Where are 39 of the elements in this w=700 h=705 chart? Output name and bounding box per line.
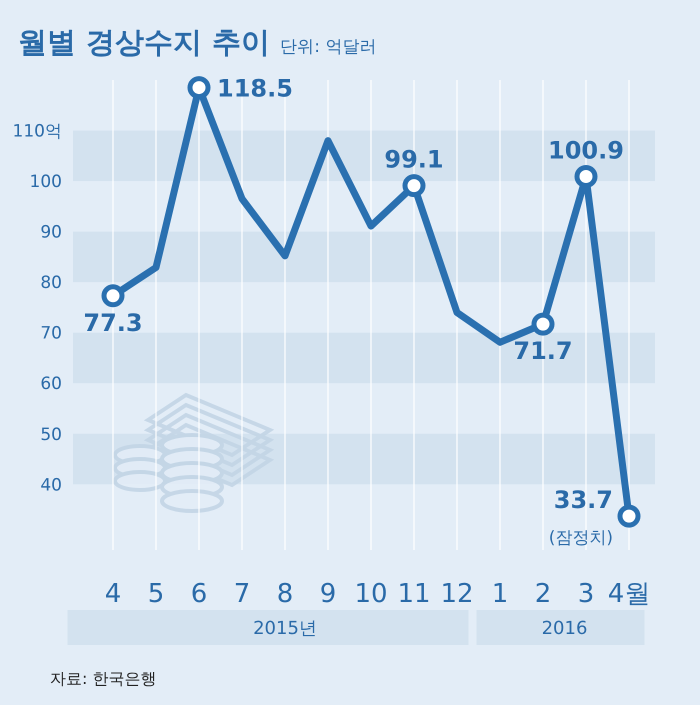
point [532,312,554,336]
point [402,174,426,198]
x-tick-label: 7 [234,579,250,609]
y-tick-label: 100 [30,172,62,192]
text: 자료: 한국은행 [50,669,156,688]
y-tick-label: 40 [40,475,62,496]
y-tick-label: 50 [40,424,62,445]
x-tick-label: 4월 [608,579,650,609]
chart-title: 월별 경상수지 추이 [18,25,270,59]
data-label: 99.1 [384,146,444,174]
x-tick-label: 9 [320,579,336,609]
annotation: (잠정치) [548,528,613,548]
x-tick-label: 5 [148,579,164,609]
y-tick-label: 80 [40,273,62,294]
data-label: 33.7 [554,486,613,514]
x-tick-label: 6 [190,579,208,609]
x-tick-label: 4 [104,579,122,609]
data-label: 100.9 [548,136,624,165]
x-tick-label: 10 [354,579,388,609]
point [102,284,124,308]
point [618,504,640,528]
point [574,165,598,188]
y-tick-label: 60 [40,374,62,394]
x-tick-label: 12 [440,579,474,609]
data-label: 118.5 [217,74,293,103]
text: 2015년 [253,618,317,639]
text: 2016 [542,618,588,639]
point [188,76,210,100]
x-tick-label: 1 [492,579,508,609]
y-tick-label: 70 [40,324,62,344]
data-label: 77.3 [83,308,143,337]
x-tick-label: 3 [578,579,594,609]
x-tick-label: 8 [276,579,294,609]
y-tick-label: 90 [40,222,62,243]
x-tick-label: 2 [534,579,552,609]
y-tick-label: 110억 [12,122,62,142]
chart-subtitle: 단위: 억달러 [280,37,376,57]
x-tick-label: 11 [397,579,431,609]
data-label: 71.7 [513,337,573,366]
